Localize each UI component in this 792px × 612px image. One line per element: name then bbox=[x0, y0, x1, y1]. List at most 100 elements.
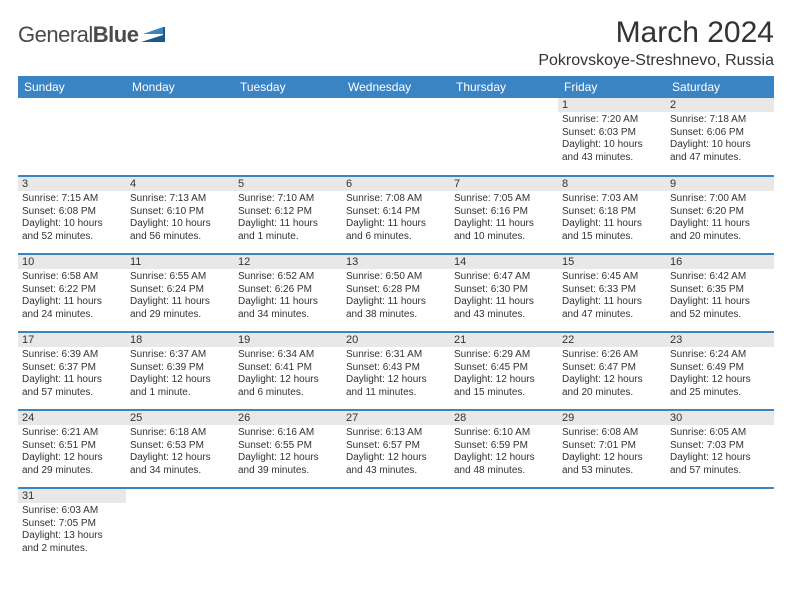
sunset-line: Sunset: 6:33 PM bbox=[562, 284, 662, 297]
daylight-line-1: Daylight: 12 hours bbox=[346, 452, 446, 465]
day-number: 15 bbox=[558, 255, 666, 269]
day-number: 3 bbox=[18, 177, 126, 191]
daylight-line-1: Daylight: 12 hours bbox=[130, 452, 230, 465]
day-number: 23 bbox=[666, 333, 774, 347]
sunrise-line: Sunrise: 6:08 AM bbox=[562, 427, 662, 440]
sunset-line: Sunset: 6:49 PM bbox=[670, 362, 770, 375]
day-content: Sunrise: 6:18 AMSunset: 6:53 PMDaylight:… bbox=[126, 425, 234, 481]
daylight-line-1: Daylight: 10 hours bbox=[22, 218, 122, 231]
daylight-line-1: Daylight: 11 hours bbox=[238, 218, 338, 231]
daylight-line-2: and 10 minutes. bbox=[454, 231, 554, 244]
day-number: 2 bbox=[666, 98, 774, 112]
day-number: 22 bbox=[558, 333, 666, 347]
calendar-cell-empty bbox=[666, 488, 774, 566]
day-content: Sunrise: 6:58 AMSunset: 6:22 PMDaylight:… bbox=[18, 269, 126, 325]
day-content: Sunrise: 6:42 AMSunset: 6:35 PMDaylight:… bbox=[666, 269, 774, 325]
calendar-cell: 7Sunrise: 7:05 AMSunset: 6:16 PMDaylight… bbox=[450, 176, 558, 254]
daylight-line-1: Daylight: 11 hours bbox=[562, 296, 662, 309]
sunset-line: Sunset: 7:03 PM bbox=[670, 440, 770, 453]
sunset-line: Sunset: 6:43 PM bbox=[346, 362, 446, 375]
day-number: 31 bbox=[18, 489, 126, 503]
calendar-cell-empty bbox=[450, 98, 558, 176]
day-content: Sunrise: 7:08 AMSunset: 6:14 PMDaylight:… bbox=[342, 191, 450, 247]
day-content: Sunrise: 7:00 AMSunset: 6:20 PMDaylight:… bbox=[666, 191, 774, 247]
daylight-line-1: Daylight: 10 hours bbox=[562, 139, 662, 152]
sunrise-line: Sunrise: 6:05 AM bbox=[670, 427, 770, 440]
day-content: Sunrise: 6:10 AMSunset: 6:59 PMDaylight:… bbox=[450, 425, 558, 481]
sunset-line: Sunset: 6:57 PM bbox=[346, 440, 446, 453]
daylight-line-1: Daylight: 11 hours bbox=[670, 218, 770, 231]
sunset-line: Sunset: 6:39 PM bbox=[130, 362, 230, 375]
day-content: Sunrise: 6:24 AMSunset: 6:49 PMDaylight:… bbox=[666, 347, 774, 403]
daylight-line-2: and 34 minutes. bbox=[130, 465, 230, 478]
calendar-cell: 27Sunrise: 6:13 AMSunset: 6:57 PMDayligh… bbox=[342, 410, 450, 488]
daylight-line-2: and 38 minutes. bbox=[346, 309, 446, 322]
day-number: 17 bbox=[18, 333, 126, 347]
sunset-line: Sunset: 6:08 PM bbox=[22, 206, 122, 219]
calendar-cell: 13Sunrise: 6:50 AMSunset: 6:28 PMDayligh… bbox=[342, 254, 450, 332]
calendar-cell: 30Sunrise: 6:05 AMSunset: 7:03 PMDayligh… bbox=[666, 410, 774, 488]
sunrise-line: Sunrise: 6:29 AM bbox=[454, 349, 554, 362]
day-content: Sunrise: 7:15 AMSunset: 6:08 PMDaylight:… bbox=[18, 191, 126, 247]
sunset-line: Sunset: 6:28 PM bbox=[346, 284, 446, 297]
calendar-cell-empty bbox=[18, 98, 126, 176]
daylight-line-2: and 6 minutes. bbox=[238, 387, 338, 400]
day-content: Sunrise: 7:05 AMSunset: 6:16 PMDaylight:… bbox=[450, 191, 558, 247]
sunset-line: Sunset: 7:01 PM bbox=[562, 440, 662, 453]
daylight-line-2: and 29 minutes. bbox=[130, 309, 230, 322]
sunrise-line: Sunrise: 6:24 AM bbox=[670, 349, 770, 362]
day-number: 16 bbox=[666, 255, 774, 269]
sunset-line: Sunset: 6:10 PM bbox=[130, 206, 230, 219]
day-number: 27 bbox=[342, 411, 450, 425]
calendar-week: 31Sunrise: 6:03 AMSunset: 7:05 PMDayligh… bbox=[18, 488, 774, 566]
calendar-cell: 2Sunrise: 7:18 AMSunset: 6:06 PMDaylight… bbox=[666, 98, 774, 176]
day-number: 30 bbox=[666, 411, 774, 425]
daylight-line-1: Daylight: 10 hours bbox=[130, 218, 230, 231]
day-content: Sunrise: 6:45 AMSunset: 6:33 PMDaylight:… bbox=[558, 269, 666, 325]
calendar-cell: 22Sunrise: 6:26 AMSunset: 6:47 PMDayligh… bbox=[558, 332, 666, 410]
calendar-cell: 3Sunrise: 7:15 AMSunset: 6:08 PMDaylight… bbox=[18, 176, 126, 254]
day-content: Sunrise: 6:52 AMSunset: 6:26 PMDaylight:… bbox=[234, 269, 342, 325]
calendar-table: SundayMondayTuesdayWednesdayThursdayFrid… bbox=[18, 76, 774, 566]
day-content: Sunrise: 6:50 AMSunset: 6:28 PMDaylight:… bbox=[342, 269, 450, 325]
sunset-line: Sunset: 6:51 PM bbox=[22, 440, 122, 453]
daylight-line-1: Daylight: 12 hours bbox=[238, 452, 338, 465]
sunset-line: Sunset: 6:55 PM bbox=[238, 440, 338, 453]
calendar-cell: 18Sunrise: 6:37 AMSunset: 6:39 PMDayligh… bbox=[126, 332, 234, 410]
day-number: 24 bbox=[18, 411, 126, 425]
daylight-line-2: and 43 minutes. bbox=[454, 309, 554, 322]
sunrise-line: Sunrise: 6:10 AM bbox=[454, 427, 554, 440]
flag-icon bbox=[141, 24, 167, 47]
calendar-cell-empty bbox=[126, 98, 234, 176]
calendar-cell-empty bbox=[450, 488, 558, 566]
logo: GeneralBlue bbox=[18, 16, 167, 48]
day-number: 4 bbox=[126, 177, 234, 191]
daylight-line-2: and 39 minutes. bbox=[238, 465, 338, 478]
logo-text: GeneralBlue bbox=[18, 22, 138, 48]
daylight-line-1: Daylight: 11 hours bbox=[346, 218, 446, 231]
sunrise-line: Sunrise: 6:58 AM bbox=[22, 271, 122, 284]
daylight-line-2: and 6 minutes. bbox=[346, 231, 446, 244]
calendar-cell-empty bbox=[234, 98, 342, 176]
sunrise-line: Sunrise: 6:16 AM bbox=[238, 427, 338, 440]
sunrise-line: Sunrise: 7:10 AM bbox=[238, 193, 338, 206]
sunrise-line: Sunrise: 7:03 AM bbox=[562, 193, 662, 206]
daylight-line-1: Daylight: 10 hours bbox=[670, 139, 770, 152]
calendar-body: 1Sunrise: 7:20 AMSunset: 6:03 PMDaylight… bbox=[18, 98, 774, 566]
title-block: March 2024 Pokrovskoye-Streshnevo, Russi… bbox=[538, 16, 774, 70]
daylight-line-1: Daylight: 12 hours bbox=[670, 374, 770, 387]
daylight-line-2: and 29 minutes. bbox=[22, 465, 122, 478]
calendar-cell: 23Sunrise: 6:24 AMSunset: 6:49 PMDayligh… bbox=[666, 332, 774, 410]
calendar-cell: 24Sunrise: 6:21 AMSunset: 6:51 PMDayligh… bbox=[18, 410, 126, 488]
calendar-cell: 1Sunrise: 7:20 AMSunset: 6:03 PMDaylight… bbox=[558, 98, 666, 176]
sunset-line: Sunset: 6:59 PM bbox=[454, 440, 554, 453]
daylight-line-2: and 47 minutes. bbox=[670, 152, 770, 165]
day-content: Sunrise: 7:20 AMSunset: 6:03 PMDaylight:… bbox=[558, 112, 666, 168]
daylight-line-2: and 53 minutes. bbox=[562, 465, 662, 478]
day-content: Sunrise: 6:26 AMSunset: 6:47 PMDaylight:… bbox=[558, 347, 666, 403]
day-content: Sunrise: 7:13 AMSunset: 6:10 PMDaylight:… bbox=[126, 191, 234, 247]
sunset-line: Sunset: 6:16 PM bbox=[454, 206, 554, 219]
daylight-line-1: Daylight: 12 hours bbox=[562, 452, 662, 465]
day-number: 11 bbox=[126, 255, 234, 269]
sunrise-line: Sunrise: 6:39 AM bbox=[22, 349, 122, 362]
